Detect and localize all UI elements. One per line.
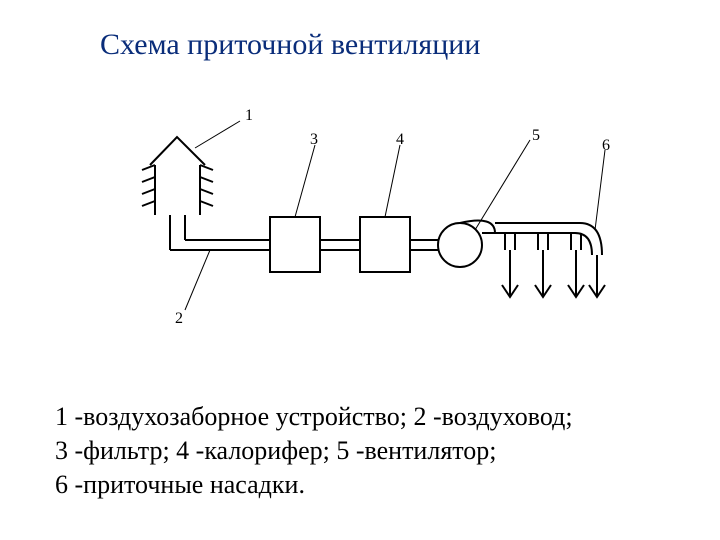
- label-3: 3: [310, 131, 318, 149]
- legend-line: 3 -фильтр; 4 -калорифер; 5 -вентилятор;: [55, 434, 675, 468]
- air-intake-icon: [142, 137, 213, 215]
- leader-6: [595, 150, 605, 230]
- ventilation-diagram: 1 2 3 4 5 6: [100, 115, 620, 350]
- duct-mid-icon: [320, 240, 360, 250]
- leader-2: [185, 250, 210, 310]
- legend-line: 1 -воздухозаборное устройство; 2 -воздух…: [55, 400, 675, 434]
- label-5: 5: [532, 127, 540, 145]
- label-6: 6: [602, 137, 610, 155]
- fan-scroll-icon: [438, 221, 495, 267]
- label-2: 2: [175, 310, 183, 328]
- leader-4: [385, 145, 400, 217]
- main-duct-icon: [170, 240, 270, 250]
- leader-1: [195, 121, 240, 148]
- legend-block: 1 -воздухозаборное устройство; 2 -воздух…: [55, 400, 675, 501]
- label-4: 4: [396, 131, 404, 149]
- duct-to-fan-icon: [410, 240, 438, 250]
- page-title: Схема приточной вентиляции: [100, 28, 480, 62]
- heater-box-icon: [360, 217, 410, 272]
- label-1: 1: [245, 107, 253, 125]
- filter-box-icon: [270, 217, 320, 272]
- leader-5: [475, 140, 530, 230]
- legend-line: 6 -приточные насадки.: [55, 468, 675, 502]
- leader-3: [295, 145, 315, 217]
